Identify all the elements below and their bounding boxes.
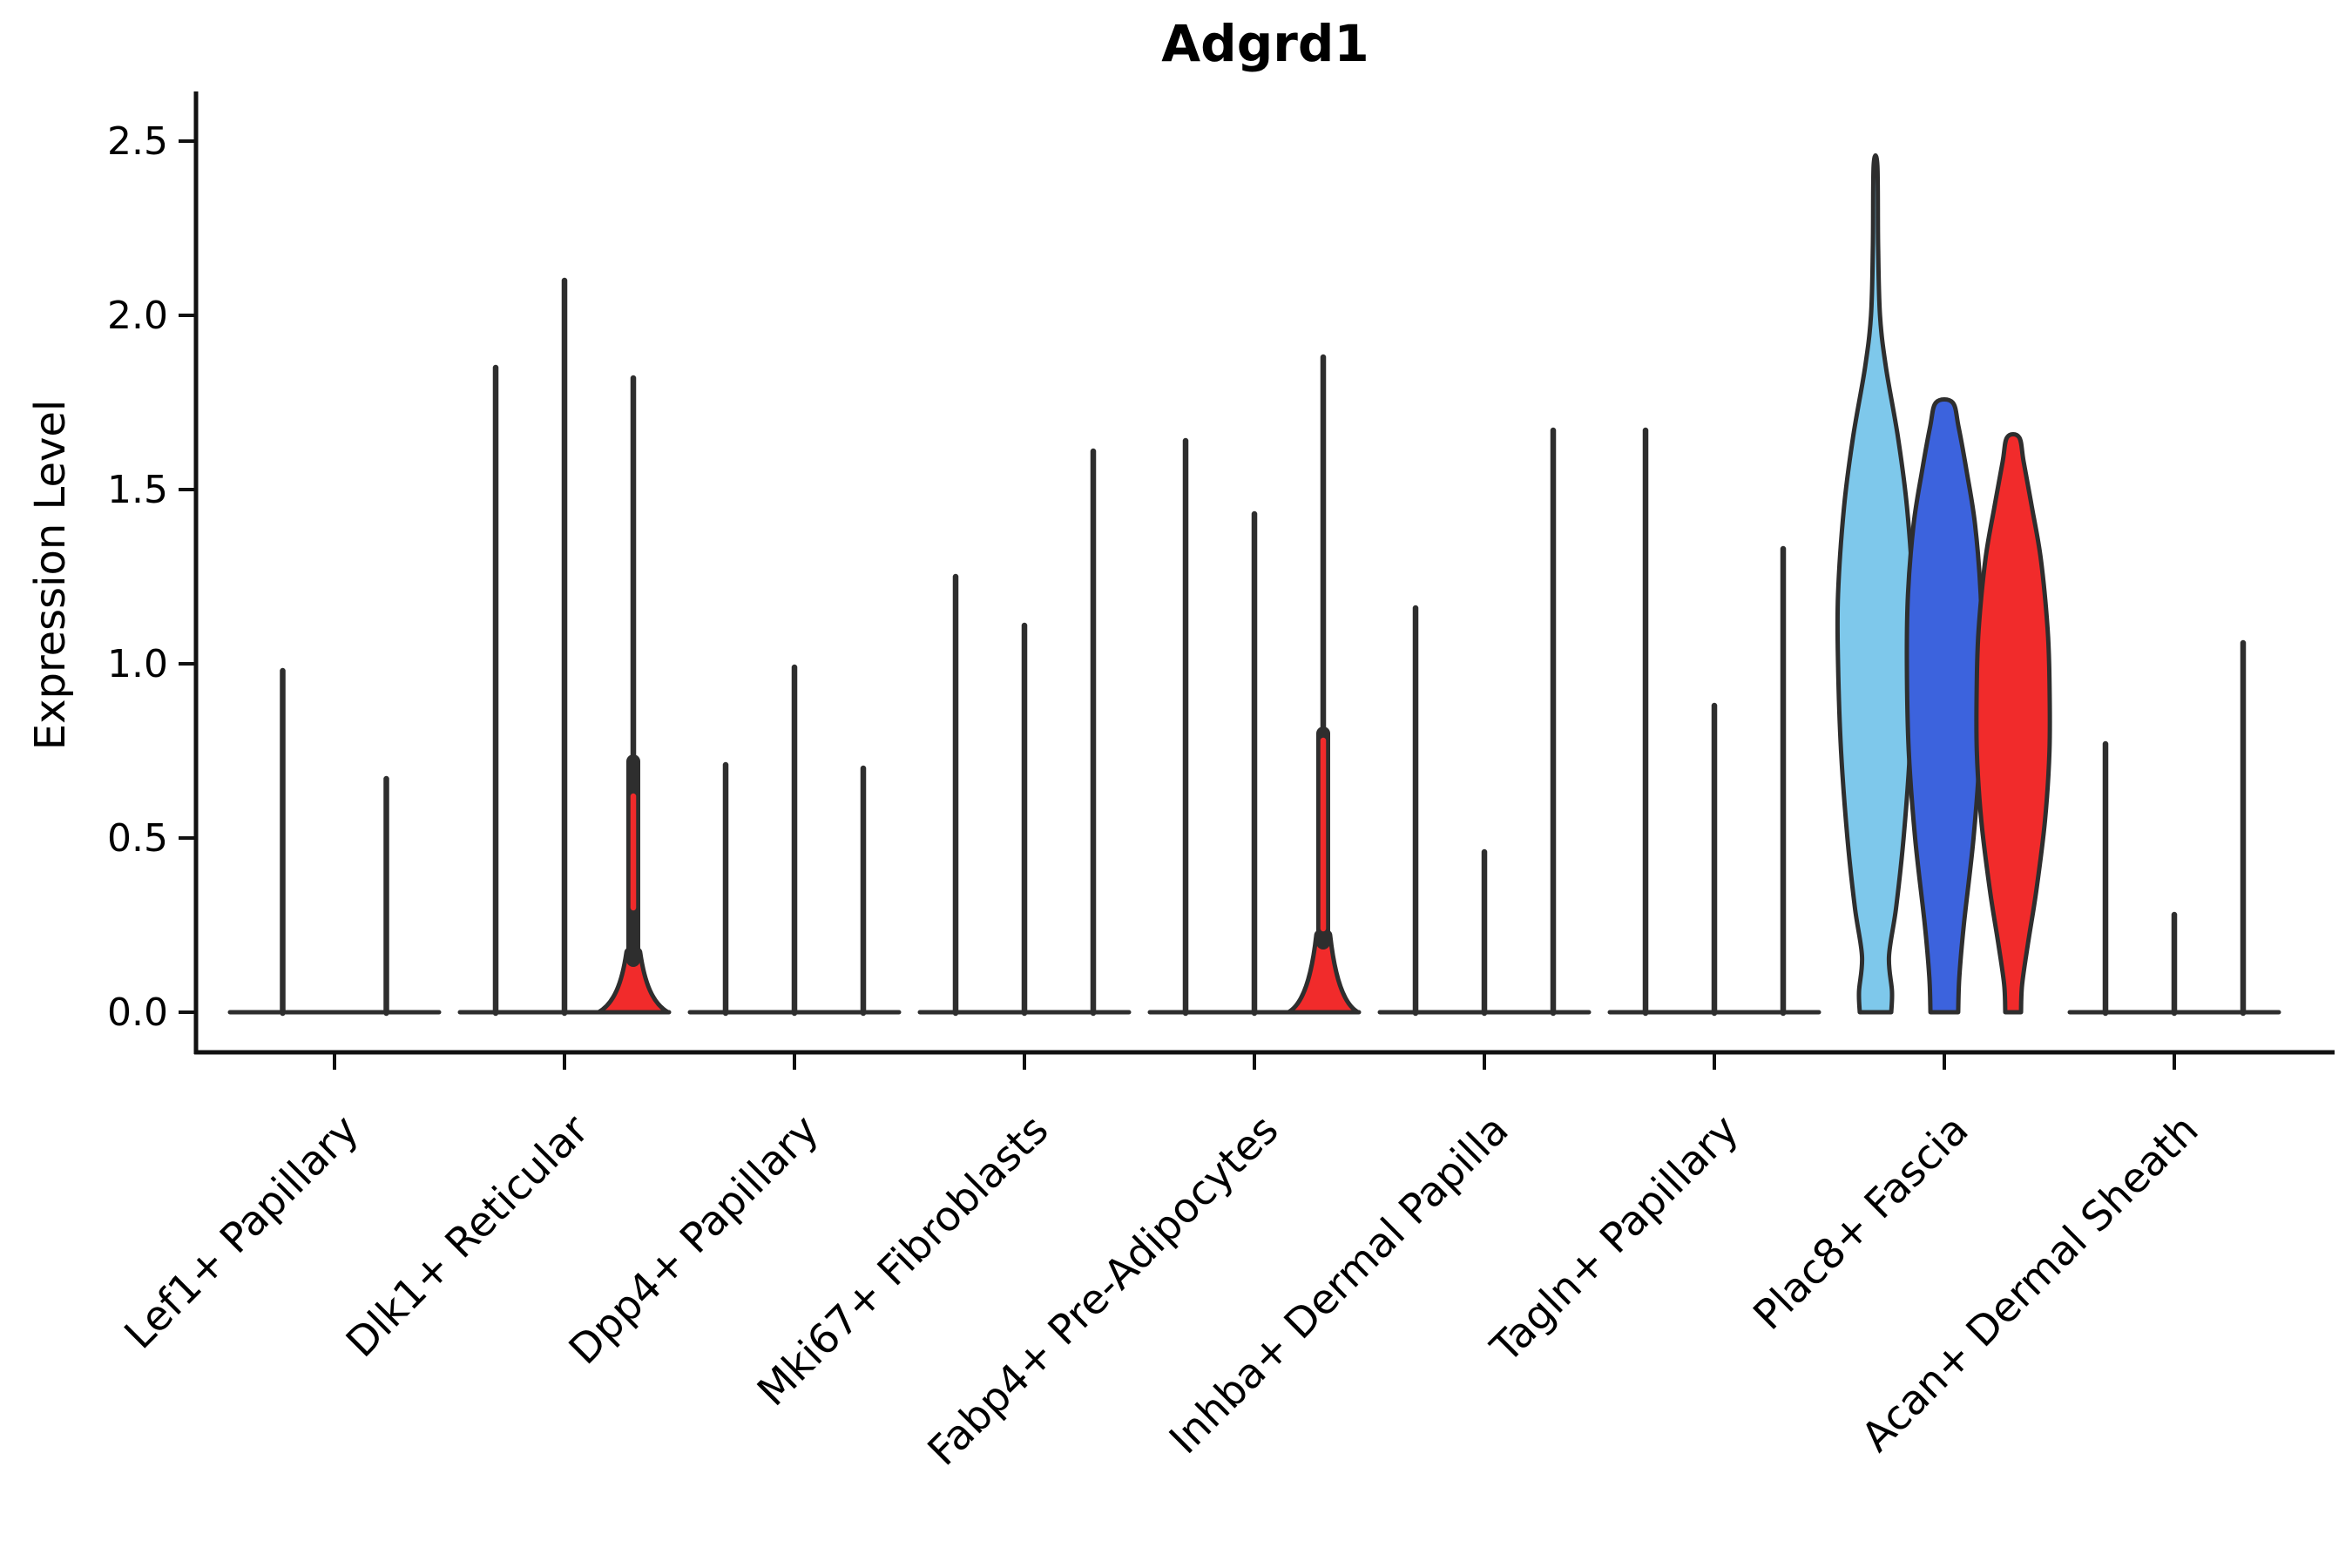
x-axis-label: Dpp4+ Papillary — [560, 1106, 828, 1375]
y-axis-tick-label: 0.5 — [107, 816, 168, 861]
x-axis-label: Tagln+ Papillary — [1482, 1106, 1748, 1373]
violin-body-royalblue — [1904, 397, 1984, 1015]
y-axis-tick-label: 2.0 — [107, 294, 168, 338]
x-axis-label: Plac8+ Fascia — [1745, 1106, 1978, 1340]
y-axis-tick-label: 2.5 — [107, 119, 168, 164]
y-axis-tick-label: 1.5 — [107, 468, 168, 512]
y-axis-tick-label: 0.0 — [107, 990, 168, 1035]
y-axis-title: Expression Level — [26, 399, 75, 751]
x-axis-label: Lef1+ Papillary — [116, 1106, 368, 1359]
chart-title: Adgrd1 — [1161, 14, 1369, 73]
x-axis-label: Dlk1+ Reticular — [337, 1105, 598, 1367]
y-axis-tick-label: 1.0 — [107, 642, 168, 686]
violin-body-skyblue — [1835, 153, 1916, 1015]
violin-body-red — [1974, 432, 2052, 1015]
